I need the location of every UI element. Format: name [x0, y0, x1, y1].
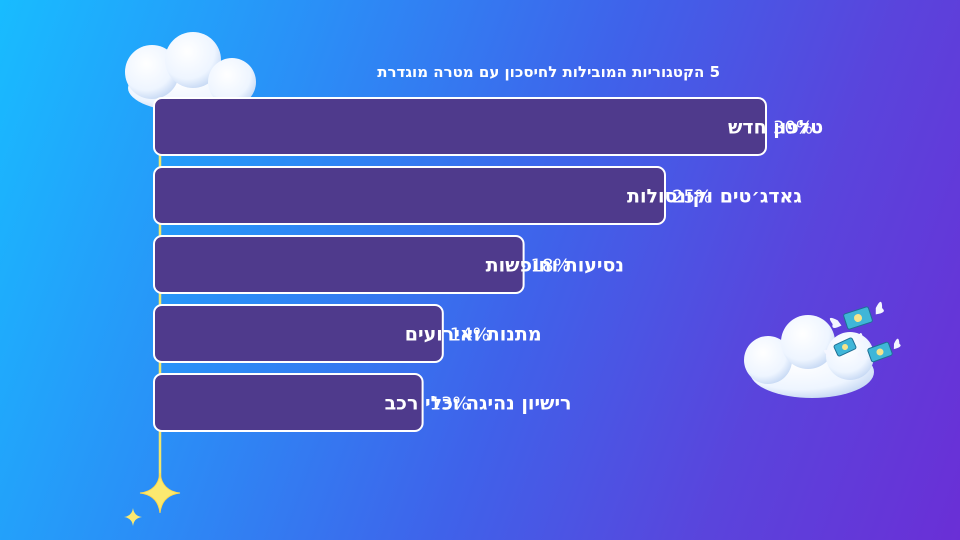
flying-money-icon — [823, 301, 901, 363]
bar — [153, 97, 767, 156]
category-label: טלפון חדש — [728, 117, 823, 139]
bar — [153, 235, 525, 294]
category-label: מתנות ואירועים — [405, 324, 542, 346]
bar — [153, 373, 424, 432]
value-label: 18% — [531, 256, 571, 277]
star-icon — [139, 472, 181, 514]
value-label: 30% — [773, 118, 813, 139]
cloud-icon — [744, 315, 874, 398]
value-label: 13% — [430, 394, 470, 415]
category-label: נסיעות וחופשות — [486, 255, 624, 277]
chart-title: 5 הקטגוריות המובילות לחיסכון עם מטרה מוג… — [377, 63, 720, 81]
bar — [153, 304, 444, 363]
category-label: רישיון נהיגה וכלי רכב — [385, 393, 572, 415]
bar — [153, 166, 666, 225]
value-label: 14% — [450, 325, 490, 346]
value-label: 25% — [672, 187, 712, 208]
small-star-icon — [124, 508, 142, 526]
category-label: גאדג׳טים וקונסולות — [627, 186, 802, 208]
